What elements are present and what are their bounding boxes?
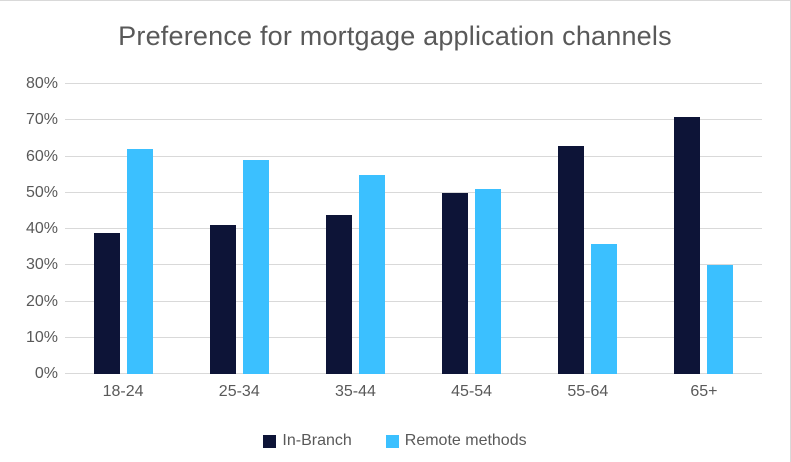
gridline	[65, 191, 762, 193]
bar-in-branch	[93, 232, 120, 374]
bar-remote-methods	[126, 149, 153, 374]
y-axis-tick-label: 30%	[25, 256, 58, 274]
bar-group-65+	[646, 84, 762, 374]
legend-item-remote-methods: Remote methods	[385, 432, 527, 450]
legend-label: In-Branch	[282, 432, 352, 449]
gridline	[65, 336, 762, 338]
bar-remote-methods	[591, 243, 618, 374]
bar-group-45-54	[414, 84, 530, 374]
bar-groups	[65, 84, 762, 374]
x-axis: 18-24 25-34 35-44 45-54 55-64 65+	[65, 383, 762, 401]
legend-label: Remote methods	[404, 432, 527, 449]
x-axis-category-label: 45-54	[451, 383, 493, 400]
bar-remote-methods	[242, 160, 269, 374]
bar-in-branch	[209, 225, 236, 374]
legend-item-in-branch: In-Branch	[263, 432, 352, 450]
y-axis-tick-label: 40%	[25, 220, 58, 237]
y-axis-tick-label: 20%	[25, 292, 58, 310]
x-axis-category-label: 35-44	[334, 383, 376, 400]
y-axis-tick-label: 80%	[25, 75, 58, 92]
y-axis: 0% 10% 20% 30% 40% 50% 60% 70% 80%	[0, 76, 58, 382]
bar-remote-methods	[475, 189, 502, 374]
gridline	[65, 83, 762, 84]
legend-swatch-icon	[263, 434, 277, 448]
gridline	[65, 119, 762, 121]
y-axis-tick-label: 0%	[34, 365, 58, 382]
x-axis-category-label: 18-24	[102, 383, 144, 400]
x-axis-category-label: 55-64	[567, 383, 609, 400]
bar-remote-methods	[358, 174, 385, 374]
bar-group-35-44	[297, 84, 413, 374]
chart-title: Preference for mortgage application chan…	[118, 21, 672, 51]
y-axis-tick-label: 50%	[25, 183, 58, 201]
bar-in-branch	[442, 192, 469, 374]
y-axis-tick-label: 60%	[25, 147, 58, 165]
bar-in-branch	[558, 145, 585, 374]
legend: In-Branch Remote methods	[0, 432, 790, 450]
y-axis-tick-label: 10%	[25, 328, 58, 346]
bar-in-branch	[325, 214, 352, 374]
bar-group-25-34	[181, 84, 297, 374]
gridline	[65, 264, 762, 266]
x-axis-category-label: 25-34	[218, 383, 260, 400]
legend-swatch-icon	[385, 434, 399, 448]
gridline	[65, 228, 762, 229]
gridline	[65, 373, 762, 374]
bar-in-branch	[674, 116, 701, 374]
plot-area	[65, 83, 762, 374]
gridline	[65, 300, 762, 302]
x-axis-category-label: 65+	[690, 383, 718, 400]
bar-group-55-64	[530, 84, 646, 374]
bar-remote-methods	[707, 265, 734, 374]
gridline	[65, 155, 762, 157]
y-axis-tick-label: 70%	[25, 111, 58, 129]
bar-group-18-24	[65, 84, 181, 374]
